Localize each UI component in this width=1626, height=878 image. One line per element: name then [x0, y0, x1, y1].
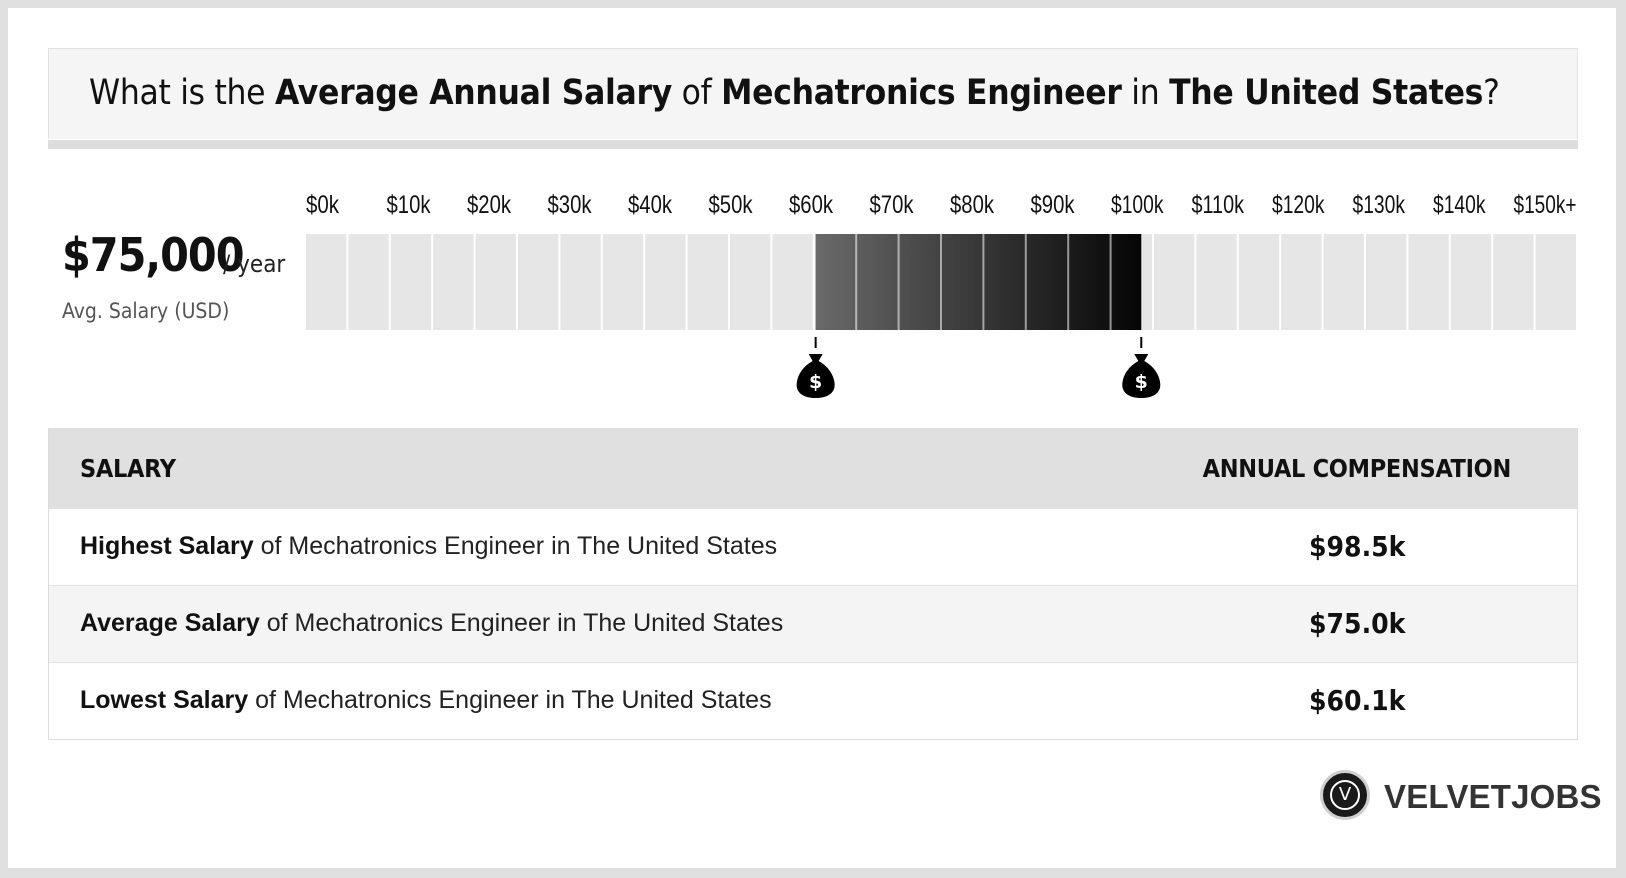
scale-cell: [1493, 234, 1534, 330]
scale-cell: [390, 234, 432, 330]
salary-table: SALARY ANNUAL COMPENSATION Highest Salar…: [48, 428, 1578, 740]
title-bold-location: The United States: [1169, 73, 1484, 113]
scale-cell: [687, 234, 728, 330]
title-of: of: [681, 73, 712, 113]
tick-label: $80k: [950, 191, 994, 219]
page-title: What is the Average Annual Salary of Mec…: [89, 73, 1500, 113]
tick-label: $50k: [709, 191, 753, 219]
range-separator: [1109, 234, 1112, 330]
scale-cell: [1238, 234, 1280, 330]
velvetjobs-logo: V VELVETJOBS: [1320, 770, 1602, 824]
tick-label: $20k: [467, 191, 511, 219]
tick-label: $30k: [548, 191, 592, 219]
money-bag-dollar: $: [1135, 371, 1148, 393]
scale-cell: [1323, 234, 1364, 330]
money-bag-icon: [796, 354, 835, 398]
row-label: Lowest Salary of Mechatronics Engineer i…: [80, 686, 772, 715]
scale-cell: [433, 234, 474, 330]
scale-cell: [772, 234, 813, 330]
range-separator: [982, 234, 985, 330]
table-row: Average Salary of Mechatronics Engineer …: [49, 585, 1577, 662]
scale-cell: [560, 234, 601, 330]
range-separator: [940, 234, 942, 330]
row-label-bold: Average Salary: [80, 609, 260, 637]
row-label: Average Salary of Mechatronics Engineer …: [80, 609, 783, 638]
range-separator: [855, 234, 858, 330]
tick-label: $120k: [1272, 191, 1325, 219]
scale-cell: [348, 234, 389, 330]
high-salary-marker: $: [1122, 337, 1161, 398]
salary-range-bar: [815, 234, 1142, 330]
scale-cell: [1154, 234, 1195, 330]
title-prefix: What is the: [89, 73, 266, 113]
logo-mark-icon: V: [1320, 770, 1370, 820]
tick-label: $0k: [306, 191, 339, 219]
range-separator: [897, 234, 900, 330]
question-header: What is the Average Annual Salary of Mec…: [48, 48, 1578, 139]
row-label: Highest Salary of Mechatronics Engineer …: [80, 532, 777, 561]
tick-label: $10k: [387, 191, 431, 219]
title-in: in: [1131, 73, 1160, 113]
scale-cell: [518, 234, 559, 330]
tick-label: $100k: [1111, 191, 1164, 219]
tick-label: $150k+: [1514, 191, 1577, 219]
average-salary-label: Avg. Salary (USD): [62, 299, 230, 323]
tick-label: $130k: [1353, 191, 1406, 219]
low-salary-marker: $: [796, 337, 835, 398]
scale-cell: [475, 234, 516, 330]
column-header-compensation: ANNUAL COMPENSATION: [1202, 454, 1512, 483]
row-label-text: of Mechatronics Engineer in The United S…: [260, 532, 778, 560]
money-bag-dollar: $: [809, 371, 822, 393]
table-header: SALARY ANNUAL COMPENSATION: [49, 428, 1577, 508]
logo-wordmark: VELVETJOBS: [1384, 778, 1602, 815]
scale-cell: [645, 234, 686, 330]
row-value: $98.5k: [1309, 530, 1406, 563]
scale-cell: [1366, 234, 1407, 330]
row-label-text: of Mechatronics Engineer in The United S…: [266, 609, 784, 637]
scale-cell: [602, 234, 644, 330]
row-value: $75.0k: [1309, 607, 1406, 640]
average-salary-value: $75,000: [62, 228, 244, 282]
scale-cell: [1535, 234, 1576, 330]
marker-tick: [1140, 337, 1143, 348]
tick-label: $60k: [789, 191, 833, 219]
range-separator: [1024, 234, 1027, 330]
row-value: $60.1k: [1309, 684, 1406, 717]
logo-mark-letter: V: [1330, 780, 1360, 810]
scale-cell: [1408, 234, 1449, 330]
marker-tick: [814, 337, 817, 348]
table-row: Highest Salary of Mechatronics Engineer …: [49, 508, 1577, 585]
scale-cell: [1281, 234, 1322, 330]
title-bold-salary: Average Annual Salary: [274, 73, 672, 113]
title-suffix: ?: [1483, 73, 1500, 113]
tick-label: $140k: [1433, 191, 1486, 219]
tick-label: $110k: [1192, 191, 1245, 219]
title-bold-job: Mechatronics Engineer: [721, 73, 1122, 113]
scale-cell: [306, 234, 347, 330]
money-bag-icon: [1122, 354, 1161, 398]
salary-range-chart: $0k $10k $20k $30k $40k $50k $60k $70k $80k $90k $…: [306, 191, 1577, 398]
header-underline: [48, 140, 1578, 149]
row-label-bold: Highest Salary: [80, 532, 254, 560]
scale-cell: [1196, 234, 1237, 330]
scale-cell: [1450, 234, 1492, 330]
average-salary-unit: / year: [223, 250, 286, 278]
tick-label: $40k: [628, 191, 672, 219]
row-label-bold: Lowest Salary: [80, 686, 249, 714]
tick-label: $90k: [1031, 191, 1075, 219]
tick-label: $70k: [870, 191, 914, 219]
table-row: Lowest Salary of Mechatronics Engineer i…: [49, 662, 1577, 739]
scale-cell: [730, 234, 771, 330]
range-separator: [1067, 234, 1070, 330]
column-header-salary: SALARY: [80, 454, 176, 483]
row-label-text: of Mechatronics Engineer in The United S…: [255, 686, 772, 714]
